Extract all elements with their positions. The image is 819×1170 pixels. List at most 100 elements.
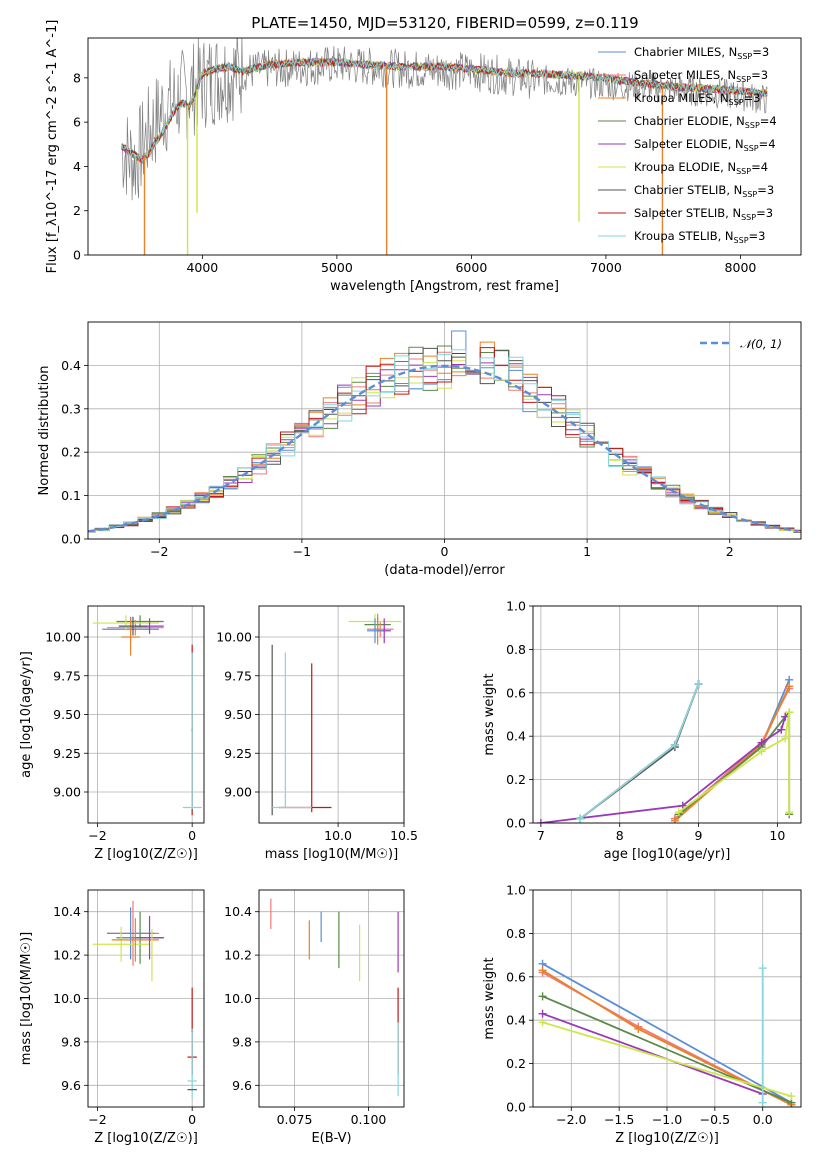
x-tick-label: −2: [88, 1112, 106, 1127]
y-tick-label: 9.50: [224, 707, 252, 722]
x-tick-label: 2: [726, 544, 734, 559]
x-tick-label: 1: [583, 544, 591, 559]
y-tick-label: 0: [73, 248, 81, 263]
axes-frame: [87, 605, 205, 824]
panel-age_vs_z: −2 0 9.00 9.25 9.50 9.75 10.00 Z [log10(Z/Z☉)] a…: [19, 605, 205, 862]
axes-frame: [87, 889, 205, 1108]
axes-frame: [87, 37, 802, 256]
y-tick-label: 4: [73, 159, 81, 174]
y-tick-label: 0.4: [506, 729, 526, 744]
x-tick-label: 5000: [321, 260, 353, 275]
y-tick-label: 10.2: [53, 948, 81, 963]
x-tick-label: 0: [188, 1112, 196, 1127]
y-tick-label: 10.4: [53, 904, 81, 919]
y-tick-label: 9.25: [224, 746, 252, 761]
y-tick-label: 0.1: [61, 488, 81, 503]
model-spectrum-line: [121, 57, 768, 163]
y-tick-label: 0.4: [61, 358, 81, 373]
x-axis-label: age [log10(age/yr)]: [604, 847, 731, 862]
y-tick-label: 9.6: [61, 1078, 81, 1093]
axes-frame: [87, 321, 802, 540]
series-line: [542, 1012, 764, 1095]
spectrum-legend: Chabrier MILES, NSSP=3 Salpeter MILES, NS…: [598, 45, 777, 245]
y-tick-label: 0.0: [506, 1100, 526, 1115]
y-tick-label: 0.3: [61, 401, 81, 416]
y-tick-label: 0.6: [506, 969, 526, 984]
panel-massweight_vs_z: −2.0 −1.5 −1.0 −0.5 0.0 0.0 0.2 0.4 0.6 0.8 1.0 Z […: [482, 883, 802, 1146]
y-tick-label: 9.75: [224, 668, 252, 683]
y-tick-label: 9.6: [232, 1078, 252, 1093]
series-line: [678, 712, 791, 813]
y-axis-label: mass weight: [482, 957, 497, 1039]
y-tick-label: 0.2: [61, 445, 81, 460]
x-tick-label: −2: [88, 828, 106, 843]
series-line: [542, 995, 792, 1104]
panel-mass_vs_z: −2 0 9.6 9.8 10.0 10.2 10.4 Z [log10(Z/Z☉)] mass…: [19, 889, 205, 1146]
y-tick-label: 9.25: [53, 746, 81, 761]
x-tick-label: −1.0: [652, 1112, 682, 1127]
legend-label: Kroupa MILES, NSSP=3: [634, 91, 760, 107]
x-axis-label: E(B-V): [311, 1131, 351, 1146]
x-tick-label: 0.0: [753, 1112, 773, 1127]
series-line: [579, 683, 700, 820]
axes-frame: [532, 605, 802, 824]
x-tick-label: 0: [441, 544, 449, 559]
y-tick-label: 2: [73, 203, 81, 218]
x-tick-label: 7000: [590, 260, 622, 275]
y-tick-label: 9.8: [232, 1034, 252, 1049]
panel-spectrum: 4000 5000 6000 7000 8000 0 2 4 6 8 wavelength [Ang…: [45, 20, 802, 294]
x-tick-label: 10: [769, 828, 785, 843]
plot-area: [88, 330, 801, 533]
data-spectrum-line: [121, 38, 768, 201]
x-tick-label: −1: [293, 544, 311, 559]
y-tick-label: 1.0: [506, 883, 526, 898]
x-axis-label: wavelength [Angstrom, rest frame]: [330, 279, 559, 294]
series-line: [540, 716, 787, 823]
x-tick-label: 10.5: [390, 828, 418, 843]
y-tick-label: 9.75: [53, 668, 81, 683]
legend-label: Chabrier MILES, NSSP=3: [634, 45, 769, 61]
x-axis-label: Z [log10(Z/Z☉)]: [94, 1131, 198, 1146]
panel-residuals: −2 −1 0 1 2 0.0 0.1 0.2 0.3 0.4 (data-model)/error…: [37, 321, 802, 578]
y-axis-label: Normed distribution: [37, 366, 52, 496]
y-tick-label: 9.00: [53, 785, 81, 800]
legend-label: 𝒩(0, 1): [740, 337, 782, 351]
series-line: [542, 963, 792, 1104]
y-tick-label: 1.0: [506, 599, 526, 614]
y-tick-label: 9.50: [53, 707, 81, 722]
legend-label: Chabrier ELODIE, NSSP=4: [634, 114, 777, 130]
x-tick-label: −2: [150, 544, 168, 559]
y-tick-label: 0.2: [506, 772, 526, 787]
plot-area: [538, 959, 796, 1107]
series-line: [579, 683, 700, 820]
plot-area: [536, 675, 794, 823]
x-tick-label: −2.0: [556, 1112, 586, 1127]
y-tick-label: 10.0: [53, 991, 81, 1006]
y-tick-label: 10.0: [224, 991, 252, 1006]
y-axis-label: Flux [f_λ10^-17 erg cm^-2 s^-1 A^-1]: [45, 20, 60, 274]
series-line: [542, 1021, 792, 1098]
x-tick-label: 8: [616, 828, 624, 843]
x-tick-label: 7: [537, 828, 545, 843]
legend-label: Salpeter ELODIE, NSSP=4: [634, 137, 776, 153]
x-tick-label: 4000: [186, 260, 218, 275]
plot-area: [92, 900, 197, 1099]
x-tick-label: −1.5: [604, 1112, 634, 1127]
x-axis-label: (data-model)/error: [384, 563, 505, 578]
x-tick-label: 8000: [725, 260, 757, 275]
panel-mass_vs_ebv: 0.075 0.100 9.6 9.8 10.0 10.2 10.4 E(B-V): [224, 889, 405, 1146]
y-axis-label: age [log10(age/yr)]: [19, 651, 34, 778]
y-tick-label: 0.0: [506, 816, 526, 831]
y-tick-label: 9.8: [61, 1034, 81, 1049]
y-tick-label: 0.4: [506, 1013, 526, 1028]
axes-frame: [258, 889, 405, 1108]
histogram-step: [88, 360, 801, 533]
figure-title: PLATE=1450, MJD=53120, FIBERID=0599, z=0…: [251, 14, 638, 32]
plot-area: [270, 898, 399, 1097]
x-tick-label: 9: [695, 828, 703, 843]
y-tick-label: 10.00: [216, 630, 252, 645]
y-tick-label: 0.2: [506, 1056, 526, 1071]
y-tick-label: 0.0: [61, 532, 81, 547]
axes-frame: [258, 605, 405, 824]
